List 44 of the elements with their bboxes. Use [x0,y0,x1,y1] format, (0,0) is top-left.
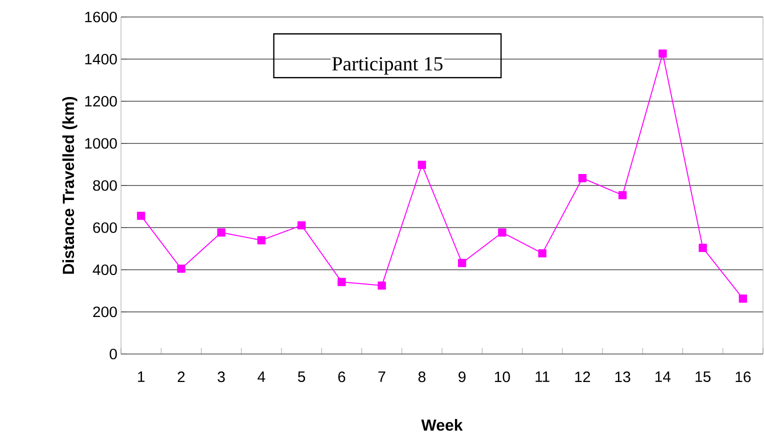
x-tick-label: 6 [338,372,346,382]
point [658,50,667,58]
y-tick-label: 800 [93,180,117,191]
y-tick-label: 200 [93,306,117,318]
x-tick-label: 9 [458,372,466,382]
point [498,228,506,237]
y-tick-label: 1200 [85,96,117,107]
point [217,228,226,237]
annotation: Participant 15 [332,57,442,75]
x-tick-label: 4 [258,372,266,382]
x-tick-label: 16 [736,372,751,382]
point [538,249,546,258]
point [458,258,466,268]
point [738,294,748,303]
y-axis-title: Distance Travelled (km) [62,96,78,274]
y-tick-label: 0 [110,348,117,360]
y-tick-label: 400 [92,264,117,276]
x-tick-label: 1 [138,372,144,382]
x-tick-label: 13 [615,372,630,382]
x-tick-label: 10 [494,372,510,382]
y-tick-label: 1000 [85,138,117,149]
x-tick-label: 7 [378,372,386,382]
x-tick-label: 5 [298,372,306,382]
x-tick-label: 14 [655,372,671,382]
point [297,221,306,230]
point [338,278,346,286]
x-tick-label: 2 [178,372,185,382]
y-tick-label: 1400 [85,54,117,64]
y-tick-label: 1600 [85,12,117,22]
point [378,281,386,290]
x-tick-label: 15 [696,372,711,382]
point [578,174,587,182]
point [177,264,186,273]
y-tick-label: 600 [93,222,117,233]
point [618,191,627,200]
point [257,236,266,244]
point [136,212,146,220]
x-tick-label: 8 [418,372,426,382]
x-axis-title: Week [421,419,463,431]
x-tick-label: 11 [536,372,550,382]
point [698,244,707,252]
x-tick-label: 3 [218,372,225,382]
point [418,160,426,169]
x-tick-label: 12 [575,372,590,382]
